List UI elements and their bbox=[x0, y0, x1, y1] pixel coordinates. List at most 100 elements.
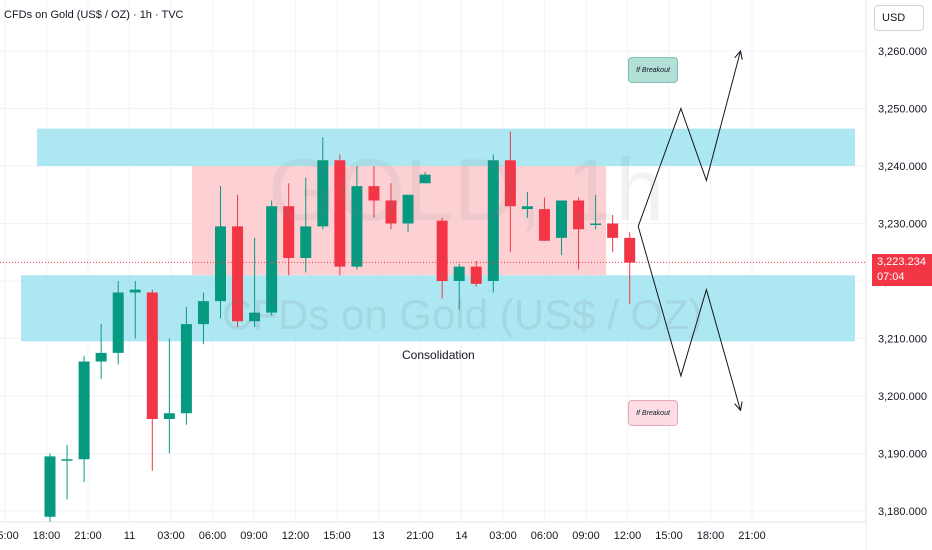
candle bbox=[385, 183, 397, 230]
projection-path-up bbox=[637, 50, 741, 227]
candle bbox=[351, 166, 363, 270]
candle-body bbox=[556, 200, 567, 238]
price-tick-label: 3,240.000 bbox=[878, 161, 927, 173]
candle-body bbox=[607, 223, 619, 238]
candle-body bbox=[573, 200, 585, 230]
time-tick-label: 15:00 bbox=[0, 530, 19, 542]
candle bbox=[607, 214, 619, 253]
candle bbox=[402, 194, 414, 233]
price-tick-label: 3,180.000 bbox=[878, 506, 927, 518]
candle-body bbox=[385, 200, 397, 224]
candle-body bbox=[624, 237, 636, 263]
time-tick-label: 21:00 bbox=[74, 530, 102, 542]
candle bbox=[368, 166, 380, 218]
time-tick-label: 18:00 bbox=[697, 530, 725, 542]
time-tick-label: 03:00 bbox=[157, 530, 185, 542]
candle bbox=[487, 154, 499, 293]
candle-body bbox=[78, 361, 90, 460]
price-tick-label: 3,190.000 bbox=[878, 449, 927, 461]
candle-body bbox=[283, 206, 295, 258]
candle-body bbox=[197, 301, 209, 325]
candle-body bbox=[419, 174, 431, 184]
candle-body bbox=[249, 312, 261, 322]
time-tick-label: 06:00 bbox=[199, 530, 227, 542]
time-tick-label: 21:00 bbox=[406, 530, 434, 542]
candle-body bbox=[180, 324, 192, 414]
candle bbox=[470, 260, 482, 287]
candle bbox=[129, 281, 141, 339]
current-price-value: 3,223.234 bbox=[877, 256, 926, 268]
time-tick-label: 09:00 bbox=[240, 530, 268, 542]
candle bbox=[163, 338, 175, 454]
candle bbox=[624, 232, 636, 304]
candle bbox=[590, 194, 602, 230]
time-tick-label: 11 bbox=[124, 530, 135, 542]
candle-body bbox=[334, 160, 346, 267]
candle-body bbox=[146, 292, 158, 419]
support-zone bbox=[21, 275, 855, 342]
candle-body bbox=[504, 160, 516, 207]
time-tick-label: 15:00 bbox=[655, 530, 683, 542]
candles bbox=[44, 131, 636, 534]
candle-countdown: 07:04 bbox=[877, 271, 905, 283]
candle-body bbox=[317, 160, 329, 227]
candle bbox=[300, 177, 312, 273]
candle bbox=[215, 186, 226, 319]
time-tick-label: 12:00 bbox=[614, 530, 642, 542]
current-price-tag: 3,223.234 07:04 bbox=[872, 254, 932, 286]
projection-paths bbox=[637, 49, 743, 412]
candle-body bbox=[402, 194, 414, 224]
time-tick-label: 14 bbox=[455, 530, 467, 542]
time-tick-label: 18:00 bbox=[33, 530, 61, 542]
time-axis[interactable]: 15:00 18:00 21:00 11 03:00 06:00 09:00 12:00 15:… bbox=[0, 521, 866, 550]
price-tick-label: 3,200.000 bbox=[878, 391, 927, 403]
candle-body bbox=[538, 209, 550, 241]
candle bbox=[419, 171, 431, 184]
candle bbox=[266, 200, 278, 316]
candle-body bbox=[590, 223, 602, 225]
time-tick-label: 03:00 bbox=[489, 530, 517, 542]
time-axis-background bbox=[0, 522, 866, 550]
consolidation-label: Consolidation bbox=[402, 348, 475, 362]
currency-selector[interactable]: USD bbox=[874, 5, 924, 31]
time-tick-label: 12:00 bbox=[282, 530, 310, 542]
price-tick-label: 3,230.000 bbox=[878, 219, 927, 231]
candle-body bbox=[163, 413, 175, 419]
candle-body bbox=[453, 266, 465, 281]
candle-body bbox=[300, 226, 312, 258]
candle bbox=[112, 281, 124, 365]
candle-body bbox=[470, 266, 482, 284]
price-tick-label: 3,250.000 bbox=[878, 104, 927, 116]
price-tick-label: 3,260.000 bbox=[878, 46, 927, 58]
candle-body bbox=[368, 186, 380, 201]
time-tick-label: 06:00 bbox=[531, 530, 559, 542]
chart-header-title: CFDs on Gold (US$ / OZ) · 1h · TVC bbox=[4, 9, 184, 21]
candle-body bbox=[61, 459, 73, 461]
candle bbox=[317, 137, 329, 230]
candle-body bbox=[112, 292, 124, 353]
candle bbox=[538, 197, 550, 241]
time-tick-label: 09:00 bbox=[572, 530, 600, 542]
breakout-up-callout[interactable]: If Breakout bbox=[628, 57, 678, 83]
candle bbox=[95, 324, 107, 379]
candle-body bbox=[521, 206, 533, 210]
candle-body bbox=[129, 289, 141, 293]
candle-body bbox=[95, 352, 107, 362]
candle bbox=[521, 191, 533, 218]
candle bbox=[146, 289, 158, 471]
breakout-down-callout[interactable]: If Breakout bbox=[628, 400, 678, 426]
candle bbox=[78, 355, 90, 483]
projection-path-down bbox=[637, 226, 741, 411]
candle bbox=[44, 453, 56, 534]
candle bbox=[453, 263, 465, 310]
candle-body bbox=[232, 226, 244, 322]
candle-body bbox=[44, 456, 56, 517]
price-tick-label: 3,210.000 bbox=[878, 334, 927, 346]
symbol-watermark: GOLD, 1h bbox=[268, 140, 665, 239]
projection-arrowhead-up bbox=[734, 49, 743, 60]
time-tick-label: 15:00 bbox=[323, 530, 351, 542]
candle-body bbox=[487, 160, 499, 281]
candle bbox=[249, 237, 261, 327]
time-tick-label: 21:00 bbox=[738, 530, 766, 542]
